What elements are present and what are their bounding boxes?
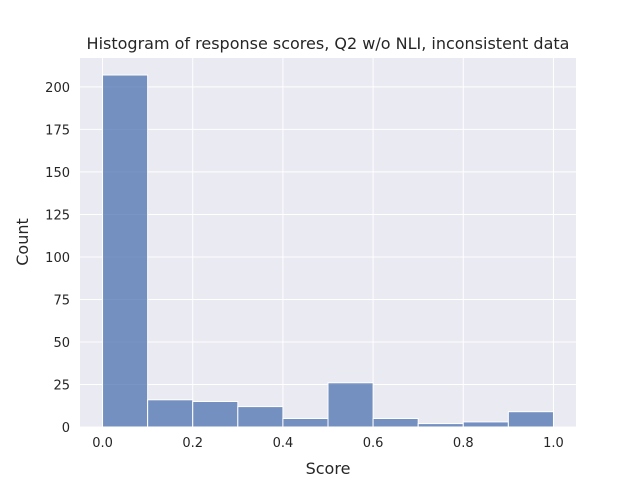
x-tick-label: 0.0 [92, 436, 113, 451]
bar [327, 382, 374, 428]
x-tick-label: 0.6 [363, 436, 384, 451]
y-tick-label: 75 [53, 293, 70, 308]
x-axis-label: Score [306, 459, 351, 478]
y-axis-label: Count [13, 218, 32, 266]
y-tick-label: 50 [53, 336, 70, 351]
y-tick-label: 200 [45, 81, 70, 96]
y-tick-label: 125 [45, 208, 70, 223]
x-tick-label: 0.2 [182, 436, 203, 451]
x-tick-label: 0.8 [453, 436, 474, 451]
bar [147, 399, 194, 428]
x-tick-label: 0.4 [273, 436, 294, 451]
x-tick-label: 1.0 [543, 436, 564, 451]
bar [372, 417, 419, 428]
bar [237, 406, 284, 428]
bar [507, 411, 554, 428]
plot-area [80, 58, 576, 427]
chart-title: Histogram of response scores, Q2 w/o NLI… [87, 34, 570, 53]
bar [417, 423, 464, 428]
bar [462, 421, 509, 428]
y-tick-label: 100 [45, 251, 70, 266]
y-tick-label: 0 [62, 421, 70, 436]
y-tick-label: 25 [53, 378, 70, 393]
bar [282, 417, 329, 428]
bar [192, 400, 239, 428]
y-tick-label: 175 [45, 123, 70, 138]
y-tick-label: 150 [45, 166, 70, 181]
bar [102, 74, 149, 428]
